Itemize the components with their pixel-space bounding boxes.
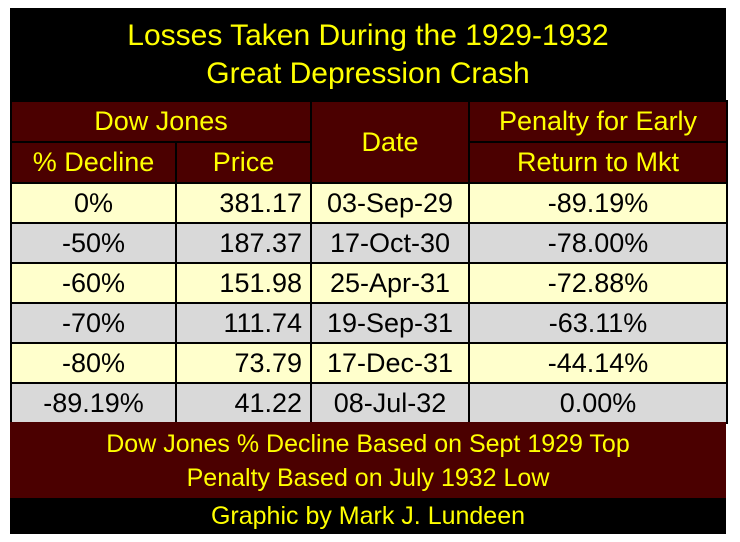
credit-line: Graphic by Mark J. Lundeen: [10, 498, 726, 534]
cell-penalty: -72.88%: [468, 262, 729, 304]
table-row: -50% 187.37 17-Oct-30 -78.00%: [10, 222, 729, 264]
losses-table: Dow Jones Date Penalty for Early % Decli…: [9, 100, 729, 424]
cell-date: 19-Sep-31: [310, 302, 471, 344]
table-row: 0% 381.17 03-Sep-29 -89.19%: [10, 182, 729, 224]
cell-penalty: -89.19%: [468, 182, 729, 224]
cell-decline: -50%: [10, 222, 177, 264]
footnote-line-1: Dow Jones % Decline Based on Sept 1929 T…: [106, 430, 630, 458]
header-date: Date: [310, 100, 471, 184]
footnote-line-2: Penalty Based on July 1932 Low: [186, 464, 550, 492]
table-row: -70% 111.74 19-Sep-31 -63.11%: [10, 302, 729, 344]
cell-date: 17-Oct-30: [310, 222, 471, 264]
table-row: -89.19% 41.22 08-Jul-32 0.00%: [10, 382, 729, 424]
cell-date: 08-Jul-32: [310, 382, 471, 424]
cell-penalty: 0.00%: [468, 382, 729, 424]
cell-decline: -89.19%: [10, 382, 177, 424]
cell-decline: -70%: [10, 302, 177, 344]
footnote: Dow Jones % Decline Based on Sept 1929 T…: [10, 422, 726, 498]
cell-decline: -60%: [10, 262, 177, 304]
header-price: Price: [174, 141, 313, 184]
title-line-2: Great Depression Crash: [206, 57, 530, 90]
header-dow-jones: Dow Jones: [9, 100, 313, 143]
table-graphic: Losses Taken During the 1929-1932 Great …: [9, 8, 729, 534]
header-penalty-line-2: Return to Mkt: [468, 141, 729, 184]
cell-date: 17-Dec-31: [310, 342, 471, 384]
cell-date: 25-Apr-31: [310, 262, 471, 304]
title-line-1: Losses Taken During the 1929-1932: [127, 19, 609, 52]
cell-decline: 0%: [10, 182, 177, 224]
cell-date: 03-Sep-29: [310, 182, 471, 224]
cell-price: 151.98: [174, 262, 313, 304]
cell-price: 187.37: [174, 222, 313, 264]
table-row: -80% 73.79 17-Dec-31 -44.14%: [10, 342, 729, 384]
cell-price: 41.22: [174, 382, 313, 424]
header-decline: % Decline: [10, 141, 177, 184]
cell-penalty: -78.00%: [468, 222, 729, 264]
cell-price: 381.17: [174, 182, 313, 224]
cell-decline: -80%: [10, 342, 177, 384]
cell-penalty: -63.11%: [468, 302, 729, 344]
cell-penalty: -44.14%: [468, 342, 729, 384]
page-title: Losses Taken During the 1929-1932 Great …: [10, 8, 726, 100]
cell-price: 73.79: [174, 342, 313, 384]
cell-price: 111.74: [174, 302, 313, 344]
table-row: -60% 151.98 25-Apr-31 -72.88%: [10, 262, 729, 304]
header-penalty-line-1: Penalty for Early: [468, 100, 729, 143]
